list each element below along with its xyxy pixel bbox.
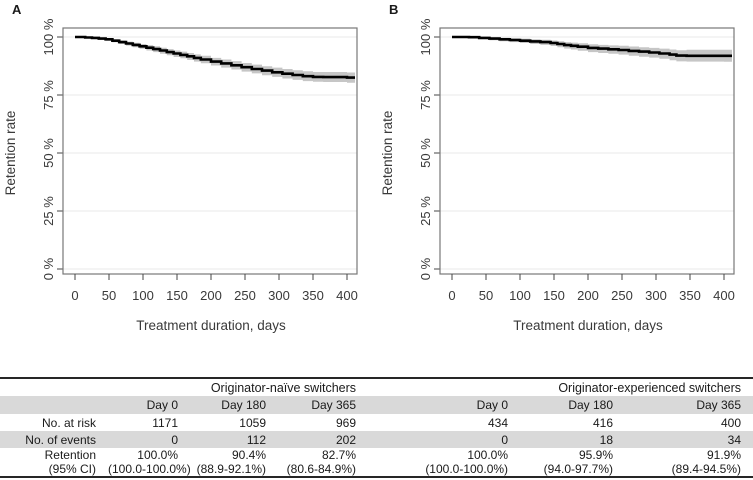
exp-day365-header: Day 365: [696, 398, 742, 412]
x-tick-label: 100: [132, 288, 154, 303]
naive-events-day365: 202: [336, 432, 357, 447]
retention-value: 82.7%: [322, 448, 357, 462]
exp-at-risk-day365: 400: [721, 415, 742, 430]
panel-a-chart: 0 % 25 % 50 % 75 % 100 % 0 50 100 150 200 250 300 35…: [3, 18, 358, 333]
y-tick-label: 0 %: [418, 257, 433, 280]
empty-cell: [0, 396, 108, 414]
x-axis-title: Treatment duration, days: [513, 318, 663, 333]
retention-ci: (88.9-92.1%): [196, 462, 266, 476]
y-tick-label: 50 %: [41, 138, 56, 168]
y-axis-title: Retention rate: [3, 111, 18, 196]
naive-day365-header: Day 365: [311, 398, 357, 412]
x-tick-label: 150: [166, 288, 188, 303]
km-panel-b: B 0 % 25 % 50 % 75 % 100 % 0 50 100 150 200 250 300…: [377, 0, 753, 377]
exp-events-day365: 34: [727, 432, 742, 447]
retention-label: Retention (95% CI): [0, 448, 108, 477]
retention-ci: (100.0-100.0%): [425, 462, 509, 476]
retention-value: 91.9%: [707, 448, 742, 462]
y-tick-label: 75 %: [418, 80, 433, 110]
km-curve: [452, 35, 732, 58]
x-tick-label: 400: [713, 288, 735, 303]
events-label: No. of events: [25, 432, 96, 447]
x-tick-label: 300: [268, 288, 290, 303]
x-tick-label: 50: [479, 288, 493, 303]
table-row-retention: Retention (95% CI) 100.0% (100.0-100.0%)…: [0, 448, 753, 477]
retention-value: 100.0%: [137, 448, 178, 462]
at-risk-label: No. at risk: [41, 415, 96, 430]
km-curve: [75, 35, 355, 79]
plot-frame: [62, 27, 358, 275]
panel-b-label: B: [389, 2, 399, 17]
retention-value: 100.0%: [467, 448, 509, 462]
naive-day0-header: Day 0: [146, 398, 178, 412]
table-row-group-titles: Originator-naïve switchers Originator-ex…: [0, 378, 753, 396]
x-tick-label: 0: [448, 288, 455, 303]
y-tick-label: 50 %: [418, 138, 433, 168]
y-tick-label: 25 %: [418, 196, 433, 226]
plot-frame: [439, 27, 735, 275]
x-tick-label: 200: [200, 288, 222, 303]
naive-retention-day365: 82.7% (80.6-84.9%): [278, 448, 368, 477]
retention-label-line2: (95% CI): [48, 462, 96, 476]
group-title-experienced: Originator-experienced switchers: [558, 380, 742, 395]
exp-events-day0: 0: [501, 432, 509, 447]
confidence-band: [75, 37, 355, 83]
x-tick-label: 50: [102, 288, 116, 303]
naive-events-day180: 112: [246, 432, 266, 447]
naive-day180-header: Day 180: [221, 398, 266, 412]
naive-retention-day180: 90.4% (88.9-92.1%): [190, 448, 278, 477]
retention-value: 90.4%: [231, 448, 266, 462]
naive-at-risk-day0: 1171: [152, 415, 178, 430]
exp-at-risk-day0: 434: [488, 415, 509, 430]
y-axis-title: Retention rate: [380, 111, 395, 196]
table-row-at-risk: No. at risk 1171 1059 969 434 416 400: [0, 414, 753, 431]
naive-retention-day0: 100.0% (100.0-100.0%): [108, 448, 190, 477]
x-tick-label: 100: [509, 288, 531, 303]
retention-ci: (94.0-97.7%): [543, 462, 614, 476]
panel-a-label: A: [12, 2, 22, 17]
x-tick-label: 200: [577, 288, 599, 303]
y-tick-label: 100 %: [41, 18, 56, 55]
retention-value: 95.9%: [579, 448, 614, 462]
exp-day180-header: Day 180: [568, 398, 614, 412]
y-tick-label: 75 %: [41, 80, 56, 110]
x-tick-label: 150: [543, 288, 565, 303]
x-axis-title: Treatment duration, days: [136, 318, 286, 333]
panel-b-chart: 0 % 25 % 50 % 75 % 100 % 0 50 100 150 200 250 300 35…: [380, 18, 735, 333]
x-tick-label: 250: [611, 288, 633, 303]
x-tick-label: 400: [336, 288, 358, 303]
naive-at-risk-day365: 969: [336, 415, 357, 430]
group-title-naive: Originator-naïve switchers: [210, 380, 357, 395]
km-panel-a: A 0 % 25 % 50 % 75 % 100 % 0 50 100 150 200 250 300…: [0, 0, 376, 377]
exp-retention-day0: 100.0% (100.0-100.0%): [368, 448, 520, 477]
exp-retention-day365: 91.9% (89.4-94.5%): [625, 448, 753, 477]
retention-ci: (89.4-94.5%): [671, 462, 742, 476]
km-panels: A 0 % 25 % 50 % 75 % 100 % 0 50 100 150 200 250 300…: [0, 0, 753, 377]
x-tick-label: 350: [679, 288, 701, 303]
naive-at-risk-day180: 1059: [239, 415, 266, 430]
y-tick-label: 25 %: [41, 196, 56, 226]
naive-events-day0: 0: [171, 432, 178, 447]
y-tick-label: 0 %: [41, 257, 56, 280]
retention-ci: (100.0-100.0%): [108, 462, 190, 476]
table-row-day-headers: Day 0 Day 180 Day 365 Day 0 Day 180 Day …: [0, 396, 753, 414]
confidence-band: [452, 37, 732, 62]
retention-ci: (80.6-84.9%): [286, 462, 357, 476]
exp-at-risk-day180: 416: [593, 415, 614, 430]
x-tick-label: 0: [71, 288, 78, 303]
x-tick-label: 250: [234, 288, 256, 303]
empty-cell: [0, 378, 108, 396]
retention-label-line1: Retention: [44, 448, 96, 462]
exp-events-day180: 18: [599, 432, 614, 447]
exp-retention-day180: 95.9% (94.0-97.7%): [520, 448, 625, 477]
y-tick-label: 100 %: [418, 18, 433, 55]
exp-day0-header: Day 0: [476, 398, 509, 412]
x-tick-label: 300: [645, 288, 667, 303]
table-row-events: No. of events 0 112 202 0 18 34: [0, 431, 753, 448]
x-tick-label: 350: [302, 288, 324, 303]
risk-table: Originator-naïve switchers Originator-ex…: [0, 377, 753, 478]
